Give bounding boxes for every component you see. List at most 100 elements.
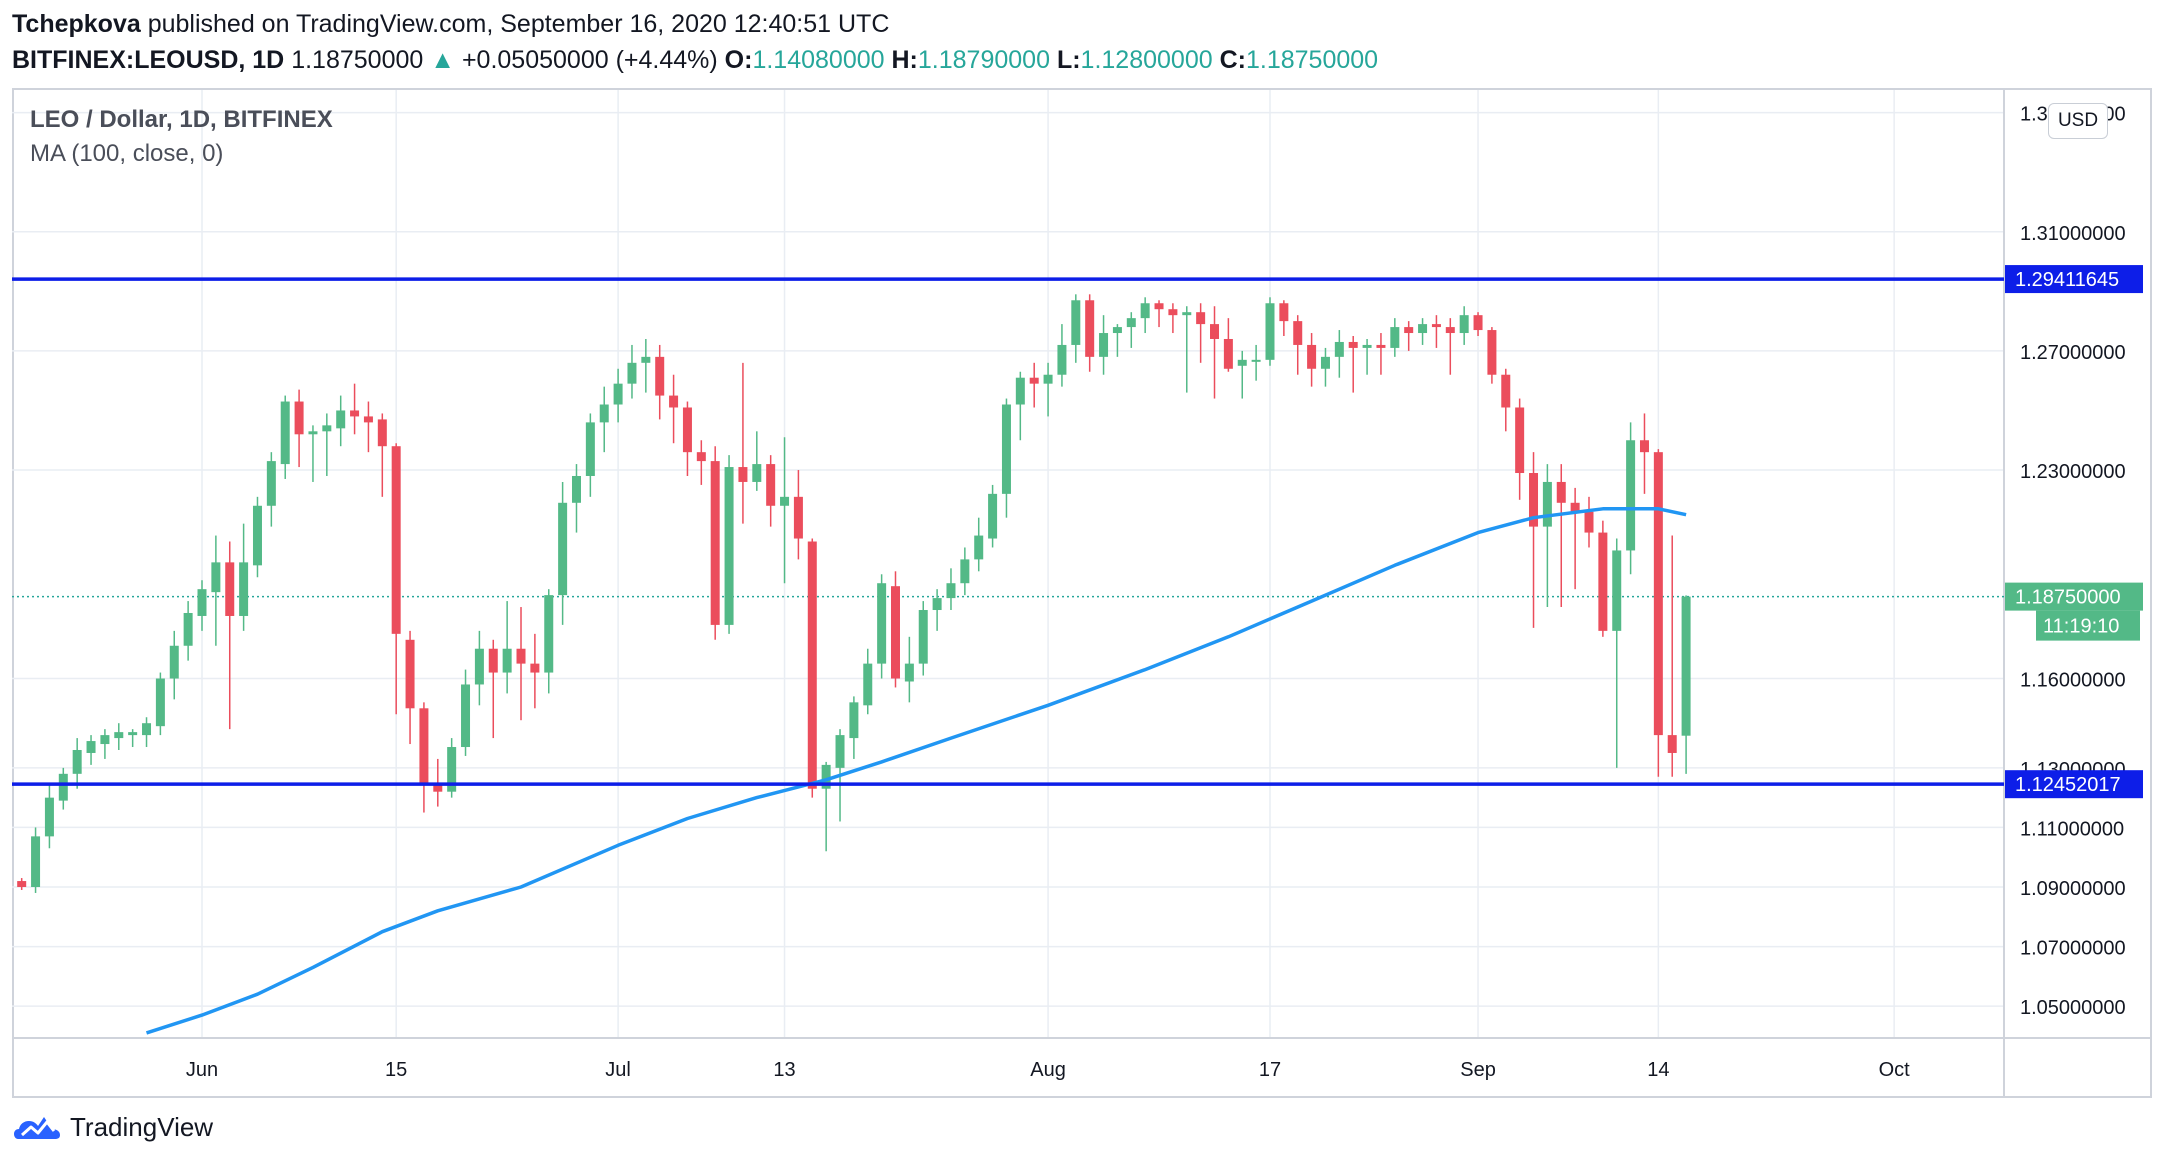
level-price-tag: [2005, 770, 2143, 799]
last-price-tag: [2005, 582, 2143, 611]
chart-legend-title: LEO / Dollar, 1D, BITFINEX: [30, 106, 333, 133]
last-price: 1.18750000: [291, 46, 424, 74]
author-name[interactable]: Tchepkova: [12, 10, 141, 38]
candle-down: [1293, 321, 1303, 345]
y-tick-label: 1.07000000: [2020, 938, 2126, 960]
candle-down: [1529, 473, 1539, 527]
x-tick-label: 13: [773, 1059, 795, 1081]
plot-layer: [12, 277, 2004, 1035]
candle-down: [488, 648, 498, 673]
candle-up: [821, 764, 831, 789]
candle-down: [1473, 315, 1483, 331]
candle-up: [780, 496, 790, 506]
candle-down: [516, 648, 526, 664]
candle-up: [502, 648, 512, 673]
candle-up: [1459, 315, 1469, 334]
candle-up: [266, 461, 276, 506]
tradingview-footer[interactable]: TradingView: [14, 1112, 213, 1143]
candle-down: [225, 562, 235, 616]
candle-down: [655, 356, 665, 396]
x-tick-label: Jun: [186, 1059, 218, 1081]
y-tick-label: 1.05000000: [2020, 997, 2126, 1019]
candle-up: [461, 684, 471, 748]
candle-down: [1598, 532, 1608, 631]
published-text: published on TradingView.com, September …: [147, 10, 890, 38]
candle-up: [128, 732, 138, 736]
candle-up: [474, 648, 484, 685]
candle-up: [308, 431, 318, 435]
low-label: L:: [1056, 46, 1081, 74]
candle-down: [1196, 312, 1206, 325]
candle-up: [988, 493, 998, 539]
candle-up: [1057, 344, 1067, 375]
candle-down: [1515, 407, 1525, 474]
ma-100-line: [145, 507, 1687, 1035]
candle-down: [696, 452, 706, 462]
candle-up: [918, 610, 928, 664]
candle-down: [669, 395, 679, 408]
candle-up: [1182, 312, 1192, 316]
candle-up: [599, 404, 609, 423]
y-tick-label: 1.16000000: [2020, 670, 2126, 692]
chart-frame: [12, 88, 2152, 1098]
candle-down: [1376, 344, 1386, 348]
indicator-legend[interactable]: MA (100, close, 0): [30, 140, 224, 167]
y-tick-label: 1.09000000: [2020, 878, 2126, 900]
symbol-label: BITFINEX:LEOUSD, 1D: [12, 46, 285, 74]
x-tick-label: 14: [1647, 1059, 1669, 1081]
candle-up: [1001, 404, 1011, 494]
candle-up: [1251, 359, 1261, 362]
candle-up: [1334, 341, 1344, 357]
candle-down: [377, 419, 387, 447]
candle-up: [627, 362, 637, 384]
candle-down: [1029, 377, 1039, 384]
candle-up: [155, 678, 165, 727]
candle-down: [1210, 324, 1220, 339]
candle-up: [752, 464, 762, 482]
candle-up: [585, 422, 595, 476]
candle-down: [1279, 303, 1289, 322]
publish-header: Tchepkova published on TradingView.com, …: [12, 10, 889, 39]
candle-down: [1431, 324, 1441, 328]
candle-down: [1639, 440, 1649, 453]
candle-down: [1487, 330, 1497, 375]
level-price-label: 1.12452017: [2015, 774, 2121, 796]
candle-up: [31, 836, 41, 887]
candle-up: [1112, 327, 1122, 334]
x-tick-label: Sep: [1460, 1059, 1496, 1081]
currency-button[interactable]: USD: [2048, 103, 2108, 139]
candle-up: [932, 598, 942, 611]
candle-up: [86, 741, 96, 753]
candle-up: [1140, 303, 1150, 319]
candle-down: [710, 461, 720, 625]
candle-down: [294, 401, 304, 435]
level-price-label: 1.29411645: [2015, 269, 2119, 291]
candle-up: [863, 663, 873, 706]
candle-up: [169, 645, 179, 679]
candle-up: [58, 773, 68, 801]
open-value: 1.14080000: [752, 46, 885, 74]
candle-up: [100, 735, 110, 745]
candle-up: [1126, 318, 1136, 328]
candle-up: [849, 702, 859, 739]
candle-down: [793, 496, 803, 539]
y-tick-label: 1.23000000: [2020, 461, 2126, 483]
tradingview-logo-icon: [14, 1116, 60, 1139]
candle-up: [1626, 440, 1636, 551]
candle-up: [1390, 327, 1400, 348]
candle-down: [766, 464, 776, 506]
candle-down: [405, 639, 415, 709]
candle-up: [974, 535, 984, 560]
candle-down: [1085, 300, 1095, 357]
candle-down: [350, 410, 360, 417]
candle-up: [447, 747, 457, 792]
candle-down: [1307, 344, 1317, 369]
level-price-tag: [2005, 265, 2143, 294]
candle-up: [1612, 550, 1622, 631]
symbol-quote-line: BITFINEX:LEOUSD, 1D 1.18750000 ▲ +0.0505…: [12, 46, 1378, 75]
candle-up: [114, 732, 124, 739]
candle-down: [1445, 327, 1455, 334]
candle-down: [1667, 735, 1677, 753]
candle-down: [682, 407, 692, 453]
